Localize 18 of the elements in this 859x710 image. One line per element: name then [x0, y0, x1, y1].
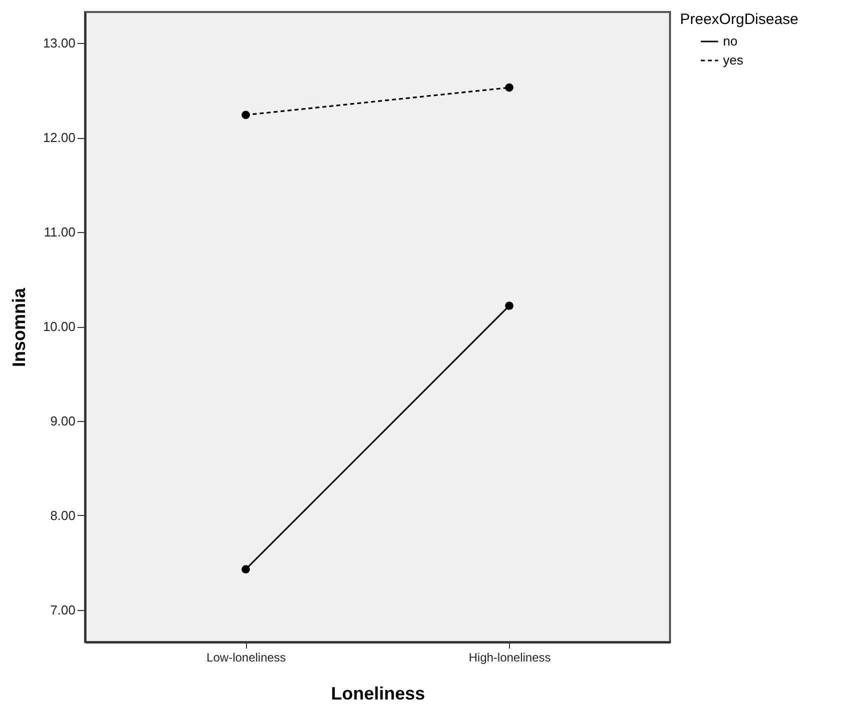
y-tick-label: 13.00 [42, 36, 76, 51]
y-tick-label: 10.00 [42, 319, 76, 334]
point [242, 565, 250, 574]
x-axis-title: Loneliness [330, 684, 426, 704]
point [505, 302, 514, 310]
x-tick-label: High-loneliness [468, 650, 551, 664]
legend-label: no [723, 34, 738, 48]
y-tick-label: 8.00 [50, 508, 76, 523]
legend-label: yes [723, 52, 744, 68]
y-tick-label: 7.00 [50, 602, 76, 618]
point [505, 83, 514, 92]
y-tick-label: 9.00 [50, 413, 76, 428]
point [242, 110, 250, 120]
y-tick-label: 11.00 [44, 224, 76, 240]
y-tick-label: 12.00 [42, 130, 76, 146]
legend-title: PreexOrgDisease [680, 11, 798, 28]
x-tick-label: Low-loneliness [206, 650, 286, 664]
y-axis-title: Insomnia [8, 287, 29, 368]
